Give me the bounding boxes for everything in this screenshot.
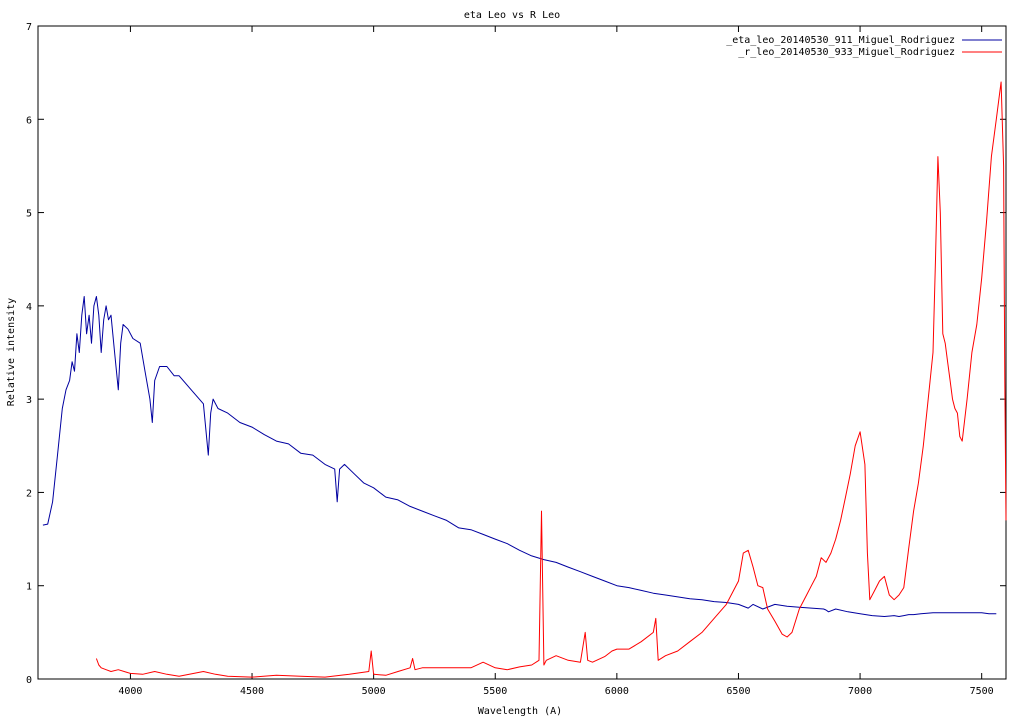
y-tick-label: 5 (26, 209, 32, 220)
x-tick-label: 4000 (118, 686, 142, 697)
series-line-1 (42, 296, 997, 617)
y-tick-label: 6 (26, 115, 32, 126)
legend-label-1: _eta_leo_20140530_911_Miguel_Rodriguez (726, 35, 955, 46)
y-tick-label: 3 (26, 395, 32, 406)
x-axis: 4000 4500 5000 5500 6000 6500 7000 7500 (118, 26, 994, 697)
legend: _eta_leo_20140530_911_Miguel_Rodriguez_r… (726, 35, 1002, 58)
y-tick-label: 7 (26, 22, 32, 33)
y-axis-label: Relative intensity (6, 298, 17, 406)
x-axis-label: Wavelength (A) (478, 706, 562, 717)
y-tick-label: 1 (26, 582, 32, 593)
x-tick-label: 7000 (848, 686, 872, 697)
series-line-2 (95, 81, 1007, 678)
legend-label-2: _r_leo_20140530_933_Miguel_Rodriguez (738, 47, 955, 58)
x-tick-label: 6000 (605, 686, 629, 697)
y-tick-label: 0 (26, 675, 32, 686)
x-tick-label: 4500 (240, 686, 264, 697)
plot-frame (37, 25, 1007, 680)
y-axis: 0 1 2 3 4 5 6 7 (26, 22, 1006, 686)
y-tick-label: 4 (26, 302, 32, 313)
y-tick-label: 2 (26, 488, 32, 499)
series-layer (42, 81, 1007, 678)
x-tick-label: 7500 (970, 686, 994, 697)
x-tick-label: 6500 (726, 686, 750, 697)
x-tick-label: 5500 (483, 686, 507, 697)
chart-title: eta Leo vs R Leo (464, 10, 560, 21)
x-tick-label: 5000 (362, 686, 386, 697)
